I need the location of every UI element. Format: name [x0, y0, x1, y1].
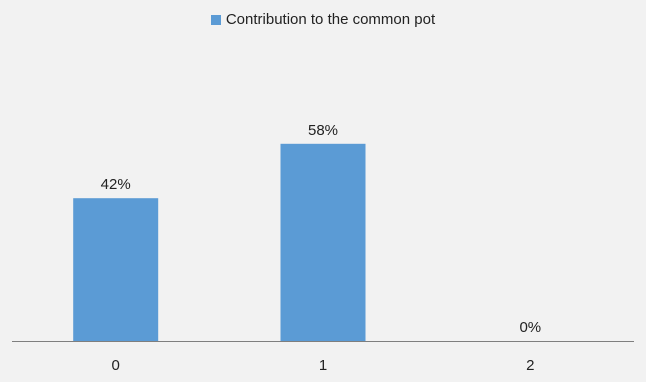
legend: Contribution to the common pot: [0, 11, 646, 28]
data-label-0: 42%: [101, 176, 131, 193]
legend-swatch: [210, 14, 221, 25]
x-tick-label-1: 1: [319, 357, 327, 374]
data-labels: 42% 58% 0%: [101, 122, 541, 336]
data-label-1: 58%: [308, 122, 338, 139]
data-label-2: 0%: [519, 319, 541, 336]
bar-0: [73, 198, 159, 341]
x-tick-label-2: 2: [526, 357, 534, 374]
bars: [73, 143, 366, 341]
x-tick-labels: 0 1 2: [112, 357, 535, 374]
legend-label: Contribution to the common pot: [225, 11, 436, 28]
bar-1: [280, 143, 366, 341]
x-tick-label-0: 0: [112, 357, 120, 374]
